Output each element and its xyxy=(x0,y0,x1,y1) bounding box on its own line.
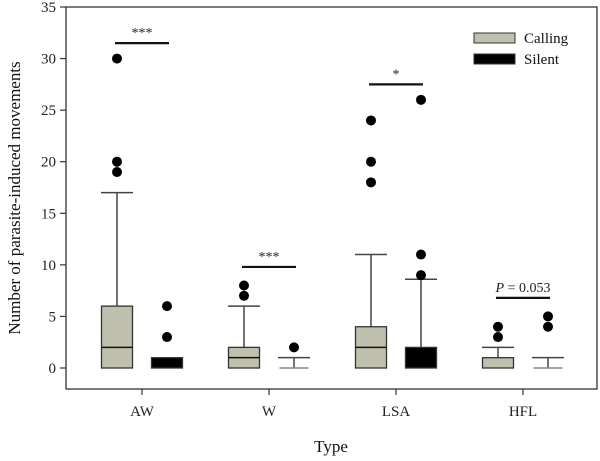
legend-label-calling: Calling xyxy=(524,31,569,47)
box-marks xyxy=(100,53,564,369)
outlier-point xyxy=(112,53,122,64)
box-calling-aw xyxy=(100,53,134,369)
significance-label: P = 0.053 xyxy=(495,281,551,296)
y-axis-title: Number of parasite-induced movements xyxy=(5,61,24,334)
legend-swatch-calling xyxy=(473,32,516,44)
box-iqr xyxy=(404,346,438,369)
outlier-point xyxy=(493,332,503,343)
box-silent-w xyxy=(278,342,310,369)
significance-label: * xyxy=(393,67,400,82)
box-silent-hfl xyxy=(532,311,564,369)
significance-annotations: *******P = 0.053 xyxy=(115,26,551,299)
p-symbol: P xyxy=(495,281,505,296)
y-tick-label: 35 xyxy=(41,0,56,16)
p-value: = 0.053 xyxy=(504,281,550,296)
y-tick-label: 10 xyxy=(41,258,56,274)
outlier-point xyxy=(239,290,249,301)
outlier-point xyxy=(239,280,249,291)
outlier-point xyxy=(112,167,122,178)
y-tick-label: 5 xyxy=(49,309,57,325)
legend: Calling Silent xyxy=(473,31,569,68)
axes: 0 5 10 15 20 25 30 35 AW W LSA HFL xyxy=(41,0,598,420)
y-tick-label: 30 xyxy=(41,52,56,68)
outlier-point xyxy=(112,156,122,167)
outlier-point xyxy=(289,342,299,353)
legend-swatch-silent xyxy=(473,53,516,65)
y-tick-label: 0 xyxy=(49,361,57,377)
outlier-point xyxy=(416,270,426,281)
y-tick-label: 25 xyxy=(41,103,56,119)
box-calling-lsa xyxy=(354,115,388,369)
box-silent-lsa xyxy=(404,94,438,369)
outlier-point xyxy=(366,115,376,126)
significance-label: *** xyxy=(132,26,153,41)
outlier-point xyxy=(366,156,376,167)
box-iqr xyxy=(100,305,134,369)
outlier-point xyxy=(543,321,553,332)
box-iqr xyxy=(150,357,184,369)
y-tick-label: 15 xyxy=(41,206,56,222)
outlier-point xyxy=(416,249,426,260)
x-axis-title: Type xyxy=(314,437,348,456)
x-tick-label: AW xyxy=(130,404,155,420)
y-tick-label: 20 xyxy=(41,155,56,171)
box-iqr xyxy=(481,357,515,369)
outlier-point xyxy=(416,94,426,105)
box-calling-hfl xyxy=(481,321,515,369)
x-tick-label: LSA xyxy=(382,404,411,420)
outlier-point xyxy=(162,332,172,343)
box-silent-aw xyxy=(150,301,184,369)
plot-frame xyxy=(65,6,598,390)
outlier-point xyxy=(366,177,376,188)
outlier-point xyxy=(493,321,503,332)
significance-label: *** xyxy=(259,250,280,265)
outlier-point xyxy=(543,311,553,322)
legend-label-silent: Silent xyxy=(524,52,560,68)
x-tick-label: W xyxy=(262,404,277,420)
outlier-point xyxy=(162,301,172,312)
box-calling-w xyxy=(227,280,261,369)
x-tick-label: HFL xyxy=(509,404,537,420)
